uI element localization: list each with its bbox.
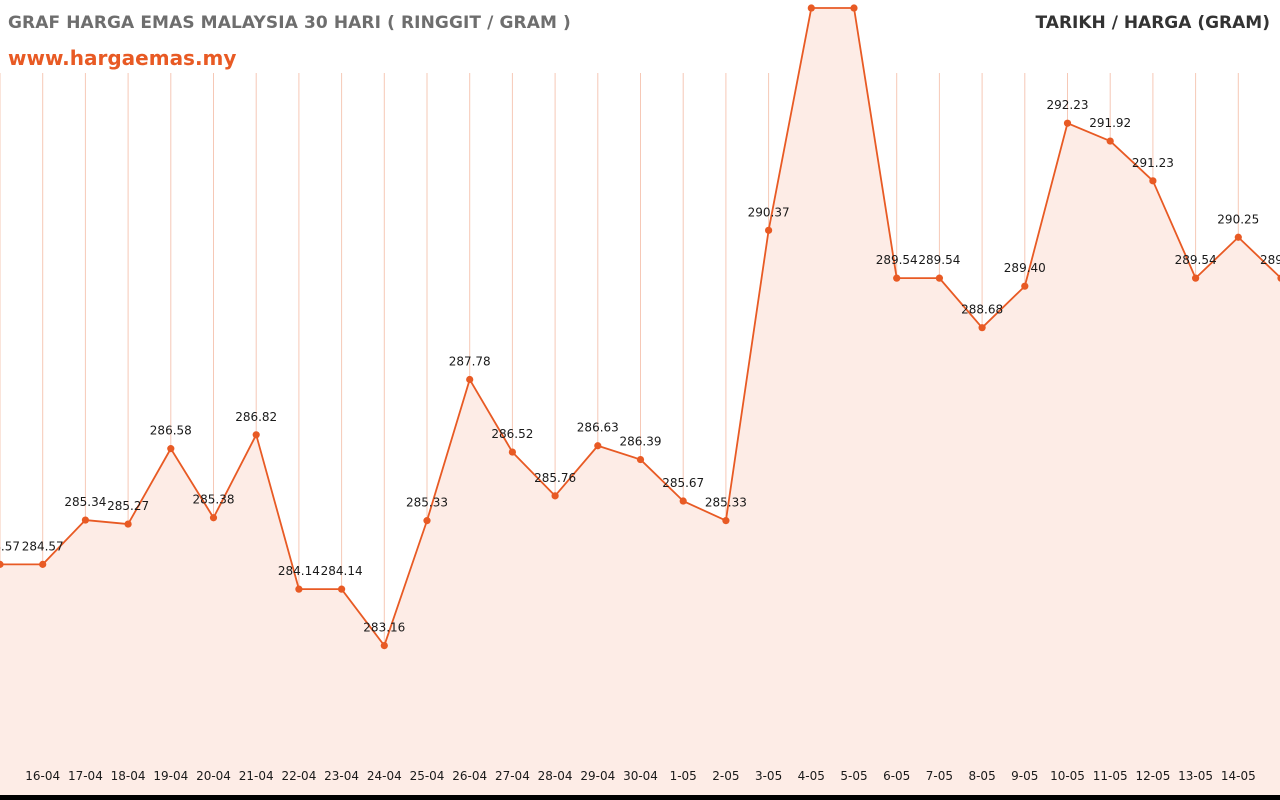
data-point-marker — [893, 274, 901, 282]
data-point-marker — [679, 497, 687, 505]
x-axis-tick-label: 17-04 — [68, 769, 103, 783]
x-axis-tick-label: 28-04 — [538, 769, 573, 783]
website-link[interactable]: www.hargaemas.my — [8, 46, 237, 70]
x-axis-tick-label: 1-05 — [670, 769, 697, 783]
x-axis-tick-label: 16-04 — [25, 769, 60, 783]
x-axis-tick-label: 18-04 — [111, 769, 146, 783]
chart-title: GRAF HARGA EMAS MALAYSIA 30 HARI ( RINGG… — [8, 13, 571, 33]
data-label: 292.23 — [1047, 98, 1089, 112]
data-label: 284.14 — [321, 564, 363, 578]
x-axis-tick-label: 13-05 — [1178, 769, 1213, 783]
data-point-marker — [0, 560, 4, 568]
data-point-marker — [466, 375, 474, 384]
x-axis-tick-label: 4-05 — [798, 769, 825, 783]
x-axis-tick-label: 23-04 — [324, 769, 359, 783]
x-axis-tick-layer: 16-04 17-04 18-04 19-04 20-04 21-04 22-04 23-04… — [25, 769, 1255, 783]
data-point-marker — [978, 324, 986, 332]
data-point-marker — [594, 442, 602, 450]
data-point-marker — [1234, 233, 1242, 241]
x-axis-tick-label: 20-04 — [196, 769, 231, 783]
data-point-marker — [636, 455, 645, 464]
x-axis-tick-label: 6-05 — [883, 769, 910, 783]
data-point-marker — [124, 520, 132, 528]
data-point-marker — [81, 516, 89, 524]
data-label: 287.78 — [449, 355, 491, 369]
data-point-marker — [807, 4, 815, 12]
x-axis-tick-label: 27-04 — [495, 769, 530, 783]
data-point-marker — [338, 585, 346, 593]
data-label: 289.40 — [1004, 261, 1046, 275]
x-axis-tick-label: 14-05 — [1221, 769, 1256, 783]
x-axis-tick-label: 30-04 — [623, 769, 658, 783]
x-axis-tick-label: 11-05 — [1093, 769, 1128, 783]
data-label: 289.54 — [876, 253, 918, 267]
data-point-marker — [39, 560, 47, 568]
data-label: 283.16 — [363, 621, 405, 635]
data-point-marker — [1277, 274, 1280, 282]
x-axis-tick-label: 29-04 — [580, 769, 615, 783]
data-label: 290.25 — [1217, 212, 1259, 226]
data-label: 289.54 — [1175, 253, 1217, 267]
x-axis-tick-label: 12-05 — [1135, 769, 1170, 783]
x-axis-tick-label: 25-04 — [410, 769, 445, 783]
data-point-marker — [167, 445, 175, 453]
data-label: 285.33 — [406, 496, 448, 510]
x-axis-tick-label: 19-04 — [153, 769, 188, 783]
data-point-marker — [1192, 274, 1200, 282]
data-label: 289.54 — [918, 253, 960, 267]
data-label: 285.38 — [193, 493, 235, 507]
data-point-marker — [423, 517, 431, 525]
x-axis-tick-label: 10-05 — [1050, 769, 1085, 783]
data-point-marker — [935, 274, 944, 282]
data-point-marker — [765, 226, 773, 234]
data-label: 286.52 — [491, 427, 533, 441]
data-point-marker — [1106, 137, 1114, 145]
data-point-marker — [295, 585, 303, 593]
x-axis-tick-label: 22-04 — [281, 769, 316, 783]
data-point-marker — [850, 4, 858, 12]
x-axis-tick-label: 5-05 — [840, 769, 867, 783]
x-axis-tick-label: 2-05 — [712, 769, 739, 783]
data-point-marker — [209, 514, 218, 522]
x-axis-tick-label: 7-05 — [926, 769, 953, 783]
data-label: 291.92 — [1089, 116, 1131, 130]
data-label: 284.14 — [278, 564, 320, 578]
data-label: 285.34 — [64, 495, 106, 509]
data-point-marker — [1021, 282, 1029, 290]
x-axis-tick-label: 8-05 — [968, 769, 995, 783]
data-label: 286.82 — [235, 410, 277, 424]
data-point-marker — [380, 641, 388, 650]
series-area-fill — [0, 8, 1280, 795]
data-label: 285.33 — [705, 496, 747, 510]
data-label: 285.76 — [534, 471, 576, 485]
data-label: 286.39 — [620, 435, 662, 449]
x-axis-tick-label: 3-05 — [755, 769, 782, 783]
data-point-marker — [508, 448, 516, 456]
data-point-marker — [252, 431, 260, 439]
data-point-marker — [551, 492, 559, 500]
data-point-marker — [1063, 119, 1072, 127]
data-label: 285.67 — [662, 476, 704, 490]
data-label: 284.57 — [22, 539, 64, 553]
data-label: 291.23 — [1132, 156, 1174, 170]
data-point-marker — [722, 517, 730, 525]
data-label: 290.37 — [748, 205, 790, 219]
x-axis-tick-label: 24-04 — [367, 769, 402, 783]
legend-label: TARIKH / HARGA (GRAM) — [1035, 13, 1270, 33]
x-axis-tick-label: 21-04 — [239, 769, 274, 783]
data-label: 288.68 — [961, 303, 1003, 317]
x-axis-tick-label: 9-05 — [1011, 769, 1038, 783]
data-point-marker — [1149, 177, 1157, 185]
data-label: 286.58 — [150, 424, 192, 438]
data-label: 4.57 — [0, 539, 20, 553]
data-label: 285.27 — [107, 499, 149, 513]
data-label: 289 — [1260, 253, 1280, 267]
x-axis-tick-label: 26-04 — [452, 769, 487, 783]
data-label: 286.63 — [577, 421, 619, 435]
marker-layer — [0, 4, 1280, 650]
